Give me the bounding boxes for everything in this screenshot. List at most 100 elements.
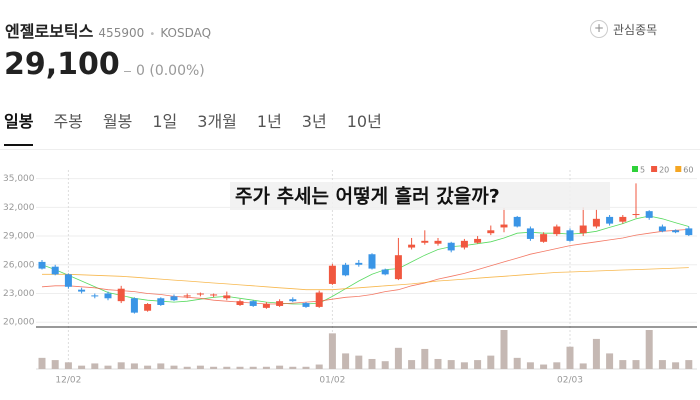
volume-bar [526, 362, 534, 369]
candle-body [262, 304, 270, 308]
volume-bar [196, 365, 204, 369]
volume-bar [223, 366, 231, 369]
candle-body [276, 301, 284, 306]
volume-bar [487, 355, 495, 369]
candle-body [144, 304, 152, 311]
candle-body [606, 216, 614, 224]
legend-swatch [675, 166, 682, 172]
volume-bar [117, 362, 125, 369]
candle-body [342, 264, 350, 276]
volume-bar [130, 363, 138, 369]
tab[interactable]: 주봉 [53, 112, 83, 131]
watch-label: 관심종목 [613, 22, 658, 37]
volume-bar [38, 357, 46, 369]
candle-body [513, 216, 521, 227]
tab[interactable]: 일봉 [4, 108, 34, 146]
candle-body [368, 254, 376, 269]
candle-body [421, 240, 429, 243]
volume-bar [540, 364, 548, 369]
x-tick-label: 02/03 [557, 376, 583, 386]
volume-bar [91, 363, 99, 369]
volume-bar [421, 348, 429, 369]
legend-swatch [632, 166, 638, 172]
candle-body [183, 295, 191, 297]
tab[interactable]: 3년 [301, 112, 327, 131]
volume-bar [500, 330, 508, 369]
candle-body [130, 298, 138, 313]
volume-bar [144, 365, 152, 369]
volume-bar [51, 360, 59, 369]
candle-body [38, 261, 46, 269]
volume-bar [289, 366, 297, 369]
volume-bar [64, 362, 72, 369]
market: KOSDAQ [160, 26, 212, 40]
candle-body [474, 238, 482, 243]
price: 29,100 [4, 47, 120, 82]
candle-body [64, 274, 72, 287]
tab[interactable]: 1년 [256, 112, 282, 131]
candle-body [540, 234, 548, 242]
tab[interactable]: 월봉 [102, 112, 133, 131]
tab[interactable]: 3개월 [197, 112, 237, 131]
ma-line [42, 267, 689, 291]
volume-bar [447, 360, 455, 369]
volume-bar [592, 338, 600, 369]
candle-body [487, 230, 495, 234]
volume-bar [157, 363, 165, 369]
candle-body [51, 266, 59, 275]
volume-bar [328, 333, 336, 369]
volume-bar [276, 365, 284, 369]
candle-body [592, 218, 600, 227]
volume-bar [632, 360, 640, 369]
candle-body [117, 288, 125, 302]
candle-body [500, 224, 508, 228]
tab[interactable]: 10년 [346, 112, 382, 131]
legend-label: 20 [659, 166, 669, 175]
y-tick-label: 35,000 [3, 174, 35, 184]
candle-body [289, 299, 297, 302]
volume-bar [104, 365, 112, 369]
candle-body [408, 244, 416, 248]
volume-bar [645, 330, 653, 369]
candle-body [526, 228, 534, 239]
x-tick-label: 12/02 [55, 376, 81, 386]
candle-body [249, 301, 257, 306]
volume-bar [658, 360, 666, 369]
candle-body [447, 242, 455, 251]
volume-bar [170, 365, 178, 369]
candle-body [381, 269, 389, 275]
volume-bar [210, 366, 218, 369]
y-tick-label: 23,000 [3, 289, 35, 299]
stock-code: 455900 [98, 26, 145, 40]
candle-body [91, 295, 99, 297]
volume-bar [342, 353, 350, 369]
candle-body [170, 296, 178, 301]
volume-bar [78, 365, 86, 369]
candle-body [223, 295, 231, 299]
volume-bar [685, 360, 693, 369]
candle-body [685, 228, 693, 236]
stock-name: 엔젤로보틱스 [5, 22, 94, 41]
volume-bar [368, 358, 376, 369]
plus-icon: + [590, 20, 608, 38]
x-tick-label: 01/02 [319, 376, 345, 386]
separator: • [149, 29, 156, 40]
legend-swatch [651, 166, 658, 172]
y-tick-label: 26,000 [3, 260, 35, 270]
volume-bar [619, 360, 627, 369]
volume-bar [394, 347, 402, 369]
change-text: 0 (0.00%) [136, 63, 205, 79]
candle-body [355, 262, 363, 265]
volume-bar [606, 353, 614, 369]
candle-body [236, 301, 244, 305]
ma-line [41, 229, 689, 305]
candle-body [566, 230, 574, 241]
volume-bar [355, 355, 363, 369]
legend-label: 60 [683, 166, 693, 175]
volume-bar [566, 346, 574, 369]
candle-body [196, 293, 204, 295]
tab[interactable]: 1일 [152, 112, 178, 131]
volume-bar [553, 362, 561, 369]
watch-button[interactable]: + 관심종목 [590, 20, 657, 38]
annotation: 주가 추세는 어떻게 흘러 갔을까? [235, 185, 500, 208]
